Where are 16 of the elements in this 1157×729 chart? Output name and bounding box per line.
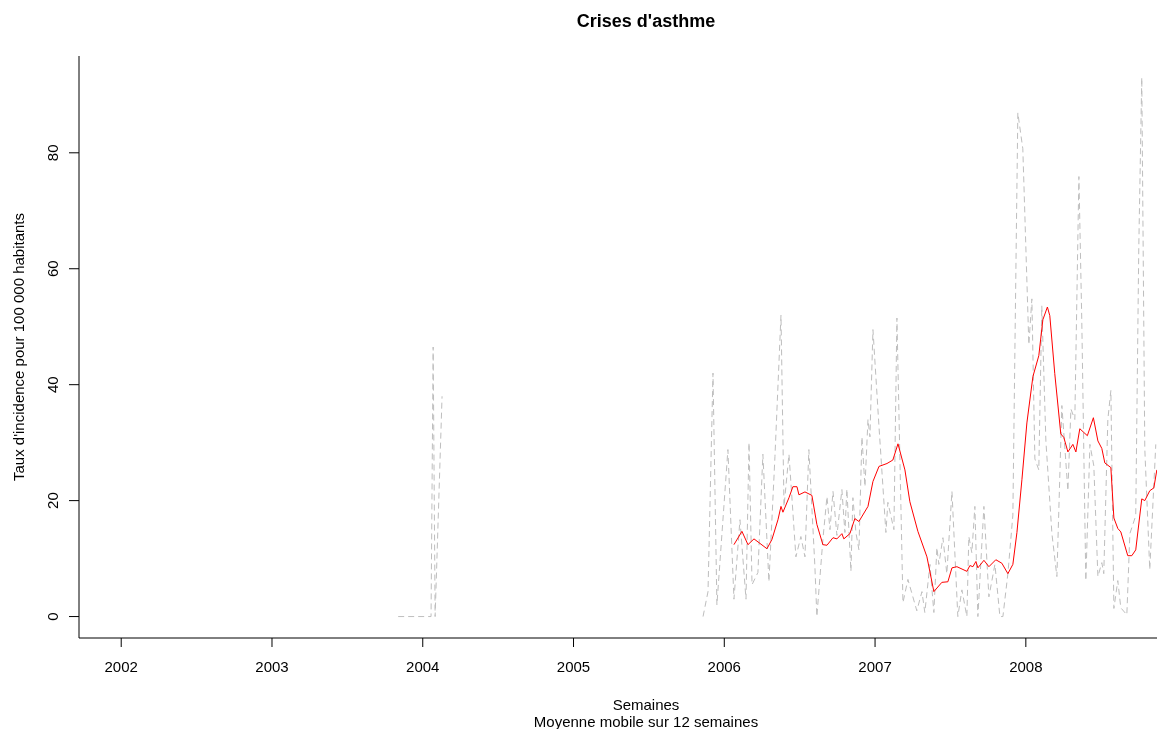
- y-tick-label: 0: [44, 612, 61, 621]
- x-tick-label: 2008: [1009, 657, 1043, 675]
- y-tick-label: 20: [44, 492, 61, 509]
- x-tick-label: 2002: [104, 657, 138, 675]
- y-tick-label: 80: [44, 144, 61, 162]
- x-tick-label: 2005: [556, 657, 591, 675]
- chart-title: Crises d'asthme: [576, 11, 716, 31]
- y-tick-label: 60: [44, 260, 61, 278]
- x-axis-title: Semaines: [612, 696, 680, 713]
- x-tick-label: 2006: [707, 657, 741, 675]
- x-tick-label: 2003: [255, 657, 289, 675]
- x-tick-label: 2004: [406, 657, 440, 675]
- y-axis-title: Taux d'incidence pour 100 000 habitants: [9, 212, 27, 482]
- y-tick-label: 40: [44, 376, 61, 394]
- x-tick-label: 2007: [858, 657, 892, 675]
- line-series: [733, 306, 1157, 593]
